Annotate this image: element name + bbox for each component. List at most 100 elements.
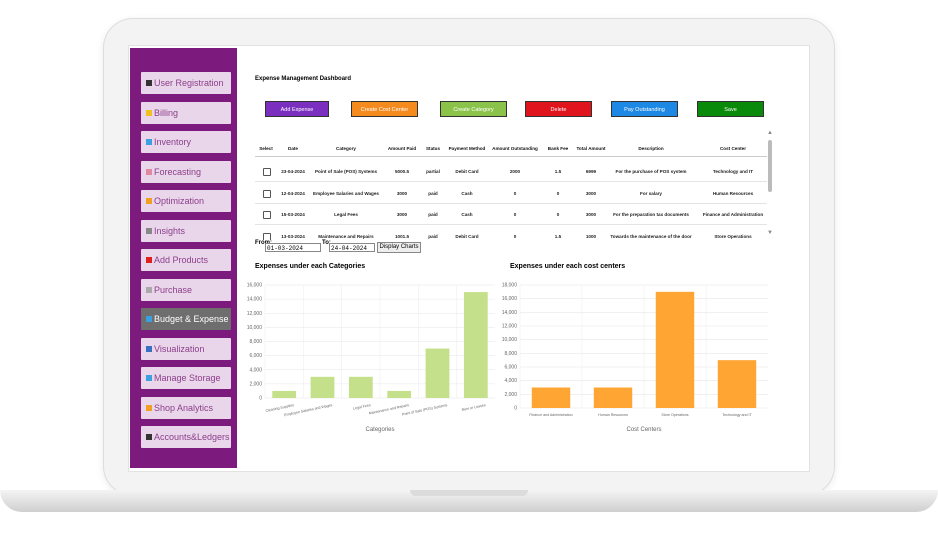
- sidebar: User Registration Billing Inventory Forecas…: [130, 48, 237, 468]
- sidebar-button[interactable]: Purchase: [141, 278, 231, 301]
- action-button[interactable]: Add Expense: [265, 101, 329, 117]
- sidebar-button[interactable]: Shop Analytics: [141, 396, 231, 419]
- bar: [387, 390, 412, 398]
- column-header: Total Amount: [576, 146, 606, 151]
- scroll-down[interactable]: ▼: [767, 230, 773, 236]
- table-cell: 15-03-2024: [281, 212, 305, 217]
- y-tick-label: 16,000: [502, 296, 518, 302]
- sidebar-label: Insights: [154, 225, 186, 236]
- table-cell: For the preparation tax documents: [613, 212, 689, 217]
- bar: [531, 387, 571, 408]
- table-cell: 2000: [509, 169, 521, 174]
- sidebar-button[interactable]: Manage Storage: [141, 367, 231, 389]
- action-button[interactable]: Create Cost Center: [351, 101, 418, 117]
- y-tick-label: 10,000: [502, 337, 518, 343]
- table-cell: 12-04-2024: [281, 190, 305, 196]
- row-divider: [255, 224, 767, 225]
- bar: [655, 291, 695, 408]
- table-cell: Debit Card: [455, 169, 479, 174]
- table-cell: partial: [426, 169, 440, 174]
- column-header: Category: [336, 146, 356, 151]
- sidebar-label: Billing: [154, 107, 179, 118]
- y-tick-label: 6,000: [504, 365, 517, 371]
- row-checkbox[interactable]: [263, 211, 271, 219]
- column-header: Bank Fee: [547, 146, 569, 151]
- y-tick-label: 4,000: [504, 378, 517, 384]
- table-cell: 1.5: [554, 233, 562, 239]
- icon: [146, 80, 152, 86]
- page-title: Expense Management Dashboard: [255, 76, 352, 82]
- x-tick-label: Technology and IT: [722, 413, 752, 417]
- row-divider: [255, 202, 767, 204]
- sidebar-label: Optimization: [154, 196, 205, 206]
- sidebar-button[interactable]: Inventory: [141, 131, 231, 153]
- x-tick-label: Finance and Administration: [529, 413, 572, 417]
- sidebar-label: User Registration: [154, 78, 224, 88]
- table-cell: Towards the maintenance of the door: [610, 233, 692, 239]
- sidebar-button[interactable]: Visualization: [141, 337, 231, 360]
- icon: [146, 286, 152, 293]
- action-button[interactable]: Save: [697, 101, 764, 117]
- from-label: From:: [255, 240, 272, 246]
- sidebar-button[interactable]: Accounts&Ledgers: [141, 426, 231, 448]
- chart-title: Expenses under each cost centers: [510, 263, 625, 270]
- table-cell: Legal Fees: [334, 212, 358, 217]
- sidebar-button[interactable]: Billing: [141, 101, 231, 124]
- display-charts-button[interactable]: Display Charts: [377, 242, 421, 253]
- action-button[interactable]: Delete: [525, 101, 592, 117]
- sidebar-button[interactable]: Add Products: [141, 249, 231, 271]
- scrollbar-thumb: [768, 140, 772, 192]
- x-tick-label: Human Resources: [598, 413, 628, 417]
- table-cell: 1.5: [554, 169, 562, 174]
- icon: [146, 139, 152, 145]
- table-cell: 23-04-2024: [281, 169, 305, 174]
- sidebar-button[interactable]: Budget & Expense: [141, 308, 231, 330]
- table-cell: For the purchase of POS system: [615, 169, 687, 174]
- table-cell: Store Operations: [714, 233, 752, 239]
- bar: [310, 376, 335, 398]
- bar: [463, 292, 488, 398]
- y-tick-label: 10,000: [247, 325, 263, 331]
- scroll-up[interactable]: ▲: [767, 130, 773, 136]
- bar: [348, 376, 373, 398]
- row-checkbox[interactable]: [263, 189, 271, 198]
- table-cell: Debit Card: [455, 233, 479, 239]
- from-date-input[interactable]: 01-03-2024: [265, 243, 321, 252]
- table-cell: paid: [428, 212, 438, 217]
- action-button[interactable]: Pay Outstanding: [611, 101, 678, 117]
- y-tick-label: 18,000: [502, 283, 518, 289]
- action-button[interactable]: Create Category: [440, 101, 507, 117]
- column-header: Cost Center: [719, 146, 747, 151]
- icon: [146, 109, 152, 116]
- icon: [146, 257, 152, 263]
- row-checkbox[interactable]: [263, 168, 271, 176]
- sidebar-button[interactable]: Optimization: [141, 190, 231, 212]
- laptop-notch: [410, 490, 528, 496]
- sidebar-button[interactable]: User Registration: [141, 72, 231, 94]
- table-cell: 0: [556, 190, 560, 196]
- chart-title: Expenses under each Categories: [255, 263, 365, 270]
- y-tick-label: 0: [514, 406, 517, 412]
- sidebar-label: Inventory: [154, 137, 192, 147]
- y-tick-label: 8,000: [504, 351, 517, 357]
- to-label: To:: [322, 240, 331, 246]
- x-axis-label: Categories: [365, 427, 394, 433]
- icon: [146, 198, 152, 204]
- table-cell: 3000: [585, 212, 597, 217]
- sidebar-button[interactable]: Insights: [141, 219, 231, 242]
- x-tick-label: Rent or Leases: [461, 403, 486, 412]
- row-checkbox[interactable]: [263, 232, 271, 240]
- sidebar-button[interactable]: Forecasting: [141, 160, 231, 183]
- table-cell: 13-03-2024: [281, 233, 305, 239]
- y-tick-label: 12,000: [247, 311, 263, 317]
- icon: [146, 434, 152, 440]
- icon: [146, 316, 152, 322]
- y-tick-label: 2,000: [504, 392, 517, 398]
- icon: [146, 168, 152, 175]
- table-cell: 1000: [585, 233, 597, 239]
- table-cell: Human Resources: [712, 190, 754, 196]
- icon: [146, 345, 152, 352]
- to-date-input[interactable]: 24-04-2024: [329, 243, 375, 252]
- column-header: Status: [425, 146, 441, 151]
- laptop-base: [0, 490, 938, 512]
